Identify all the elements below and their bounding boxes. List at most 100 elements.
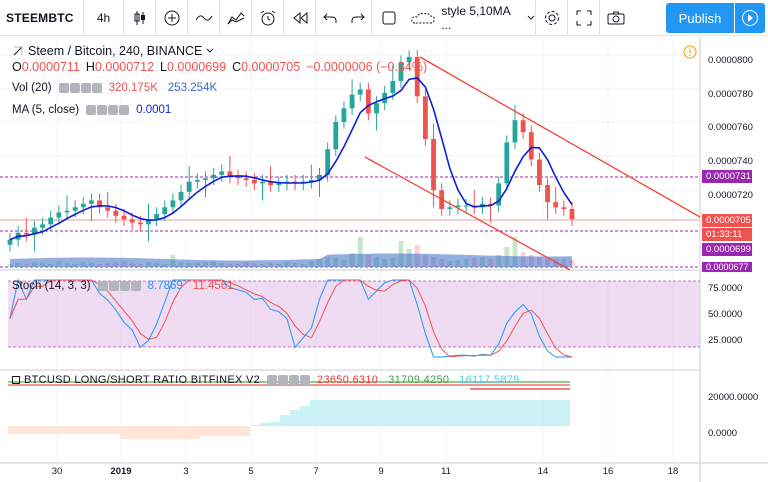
candle-body: [64, 210, 70, 213]
interval-button[interactable]: 4h: [84, 0, 124, 36]
high-value: 0.0000712: [94, 60, 155, 74]
redo-button[interactable]: [344, 0, 372, 36]
volume-value-1: 320.175K: [108, 82, 158, 94]
fullscreen-button[interactable]: [568, 0, 600, 36]
wave-icon: [195, 14, 212, 21]
volume-label[interactable]: Vol (20): [12, 82, 52, 94]
candle-body: [398, 62, 404, 81]
candle-body: [40, 224, 45, 228]
stoch-d-value: 11.4561: [192, 280, 234, 292]
compare-button[interactable]: [220, 0, 252, 36]
ratio-label[interactable]: BTCUSD LONG/SHORT RATIO BITFINEX V2: [24, 374, 261, 386]
volume-bar: [512, 237, 518, 267]
high-label: H: [85, 60, 95, 74]
indicator-controls[interactable]: [58, 83, 102, 93]
undo-button[interactable]: [316, 0, 344, 36]
stoch-k-value: 8.7869: [147, 280, 183, 292]
candle-body: [7, 239, 13, 245]
candle-body: [365, 89, 371, 114]
stoch-band: [8, 281, 700, 347]
publish-button[interactable]: Publish: [666, 3, 734, 33]
ma-value: 0.0001: [136, 104, 172, 116]
candle-body: [146, 219, 151, 225]
candle-body: [56, 212, 62, 218]
open-label: O: [12, 60, 22, 74]
time-axis-label: 3: [183, 466, 189, 477]
stoch-axis-label: 75.0000: [708, 283, 743, 294]
price-axis-label: 0.0000780: [708, 89, 753, 100]
volume-legend-row: Vol (20) 320.175K 253.254K: [12, 82, 217, 94]
alarm-clock-icon: [260, 10, 275, 25]
candle-body: [374, 103, 379, 114]
low-label: L: [160, 60, 167, 74]
checkbox-icon[interactable]: [12, 376, 20, 384]
candle-body: [23, 232, 29, 235]
chevron-down-icon[interactable]: [206, 48, 214, 54]
camera-icon: [607, 11, 625, 24]
replay-button[interactable]: [284, 0, 316, 36]
candle-body: [341, 108, 347, 122]
candle-body: [431, 138, 436, 191]
ma-label[interactable]: MA (5, close): [12, 104, 80, 116]
channel-upper-line[interactable]: [419, 56, 701, 218]
line-tool-button[interactable]: [188, 0, 220, 36]
undo-icon: [323, 13, 337, 23]
ohlc-row: O 0.0000711 H 0.0000712 L 0.0000699 C 0.0000…: [12, 60, 427, 74]
candle-body: [496, 183, 502, 206]
candle-body: [89, 200, 94, 204]
candle-body: [105, 207, 111, 211]
time-axis-label: 5: [248, 466, 254, 477]
candle-body: [170, 200, 176, 208]
price-axis-label: 0.0000760: [708, 122, 753, 133]
candle-body: [251, 179, 257, 184]
candle-body: [113, 210, 119, 216]
volume-ma-area: [10, 253, 572, 267]
candle-body: [227, 171, 233, 177]
volume-bar: [357, 237, 363, 267]
candle-body: [219, 171, 225, 175]
chart-canvas[interactable]: [0, 37, 768, 482]
snapshot-button[interactable]: [600, 0, 632, 36]
indicators-button[interactable]: [156, 0, 188, 36]
fullscreen-chart-button[interactable]: [372, 0, 406, 36]
indicator-controls[interactable]: [97, 281, 141, 291]
channel-lower-line[interactable]: [364, 156, 571, 271]
level-tag-731: 0.0000731: [702, 170, 752, 183]
stoch-axis-label: 50.0000: [708, 309, 743, 320]
candle-body: [72, 207, 78, 211]
publish-options-button[interactable]: [735, 3, 765, 33]
ratio-negative-area: [8, 426, 250, 439]
stoch-axis-label: 25.0000: [708, 335, 743, 346]
candle-body: [545, 185, 550, 203]
cloud-icon: [411, 12, 435, 23]
last-price-tag: 0.0000705: [702, 214, 752, 227]
indicator-controls[interactable]: [86, 105, 130, 115]
alert-button[interactable]: [252, 0, 284, 36]
candle-body: [357, 89, 363, 95]
layout-selector[interactable]: style 5,10MA ...: [406, 0, 536, 36]
close-value: 0.0000705: [241, 60, 301, 74]
candle-body: [406, 57, 412, 63]
time-axis-label: 18: [667, 466, 679, 477]
candle-body: [97, 200, 103, 208]
chart-legend-title-row: Steem / Bitcoin, 240, BINANCE: [12, 44, 214, 58]
indicator-controls[interactable]: [267, 375, 311, 385]
candle-body: [447, 207, 453, 209]
symbol-title[interactable]: Steem / Bitcoin, 240, BINANCE: [28, 44, 203, 58]
candle-style-button[interactable]: [124, 0, 156, 36]
square-icon: [382, 11, 396, 24]
time-axis-label: 7: [313, 466, 319, 477]
stoch-legend-row: Stoch (14, 3, 3) 8.7869 11.4561: [12, 280, 234, 292]
settings-button[interactable]: [536, 0, 568, 36]
collapse-icon[interactable]: [12, 45, 24, 57]
ma-line: [9, 77, 573, 241]
warning-icon[interactable]: [683, 45, 697, 59]
stoch-label[interactable]: Stoch (14, 3, 3): [12, 280, 91, 292]
candle-body: [463, 205, 469, 207]
candle-body: [504, 142, 510, 184]
candle-body: [561, 207, 567, 209]
ratio-value-3: 16117.5879: [459, 374, 520, 386]
ratio-value-1: 23650.6310: [317, 374, 379, 386]
ratio-axis-label: 0.0000: [708, 428, 738, 439]
symbol-search[interactable]: STEEMBTC: [0, 0, 84, 36]
